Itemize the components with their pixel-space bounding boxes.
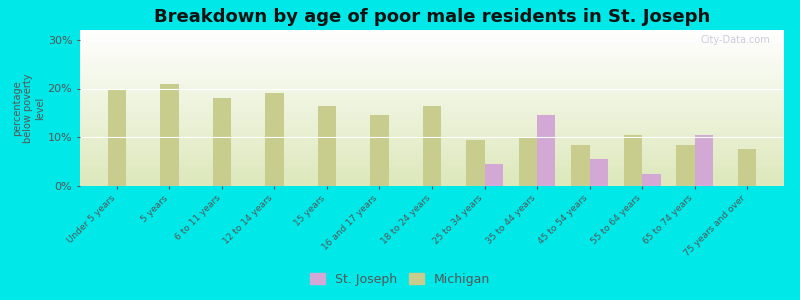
Bar (485, 164, 503, 186)
Y-axis label: percentage
below poverty
level: percentage below poverty level (12, 73, 45, 143)
Bar (694, 135, 713, 186)
Bar (537, 115, 555, 186)
Bar (370, 115, 389, 186)
Bar (738, 149, 757, 186)
Bar (676, 145, 694, 186)
Legend: St. Joseph, Michigan: St. Joseph, Michigan (305, 268, 495, 291)
Bar (571, 145, 590, 186)
Text: City-Data.com: City-Data.com (700, 35, 770, 45)
Bar (213, 98, 231, 186)
Bar (107, 88, 126, 186)
Bar (265, 93, 283, 186)
Bar (624, 135, 642, 186)
Bar (642, 174, 661, 186)
Bar (160, 84, 178, 186)
Bar (590, 159, 608, 186)
Bar (518, 137, 537, 186)
Title: Breakdown by age of poor male residents in St. Joseph: Breakdown by age of poor male residents … (154, 8, 710, 26)
Bar (318, 106, 336, 186)
Bar (466, 140, 485, 186)
Bar (423, 106, 441, 186)
